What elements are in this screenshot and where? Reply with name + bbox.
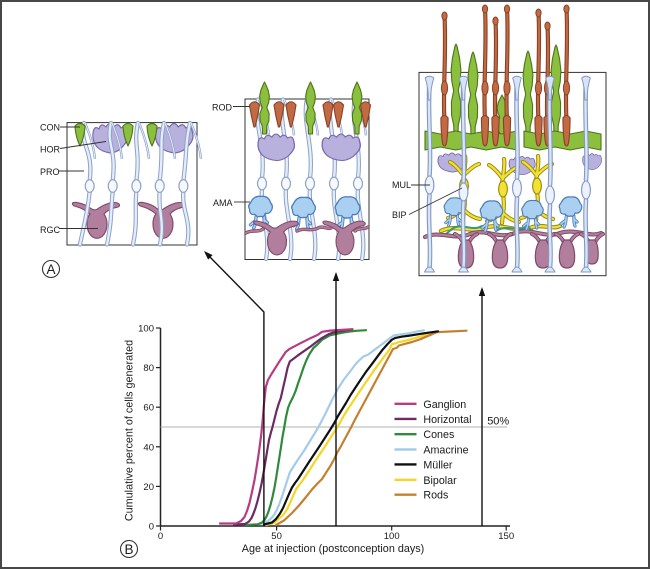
svg-text:Horizontal: Horizontal	[423, 414, 471, 426]
svg-text:Rods: Rods	[423, 490, 448, 502]
svg-text:MUL: MUL	[392, 180, 411, 190]
svg-text:40: 40	[143, 442, 154, 453]
svg-text:Age at injection (postconcepti: Age at injection (postconception days)	[242, 543, 424, 555]
svg-text:RGC: RGC	[40, 225, 61, 235]
svg-text:Ganglion: Ganglion	[423, 399, 466, 411]
svg-text:0: 0	[149, 522, 154, 533]
svg-text:Bipolar: Bipolar	[423, 475, 457, 487]
svg-text:AMA: AMA	[213, 198, 233, 208]
svg-text:100: 100	[138, 324, 154, 335]
svg-text:Cones: Cones	[423, 429, 454, 441]
svg-text:B: B	[124, 542, 133, 557]
svg-text:50: 50	[271, 531, 282, 542]
svg-text:PRO: PRO	[40, 167, 60, 177]
svg-text:A: A	[46, 262, 55, 277]
svg-text:Cumulative percent of cells ge: Cumulative percent of cells generated	[124, 340, 136, 521]
svg-text:ROD: ROD	[212, 103, 233, 113]
svg-text:150: 150	[498, 531, 514, 542]
svg-text:100: 100	[384, 531, 400, 542]
svg-text:Müller: Müller	[423, 459, 453, 471]
svg-text:HOR: HOR	[40, 145, 61, 155]
svg-text:Amacrine: Amacrine	[423, 445, 468, 457]
svg-text:80: 80	[143, 363, 154, 374]
svg-text:50%: 50%	[487, 416, 509, 428]
svg-text:0: 0	[158, 531, 163, 542]
svg-text:60: 60	[143, 403, 154, 414]
svg-text:CON: CON	[40, 123, 60, 133]
svg-text:BIP: BIP	[392, 210, 407, 220]
svg-text:20: 20	[143, 482, 154, 493]
